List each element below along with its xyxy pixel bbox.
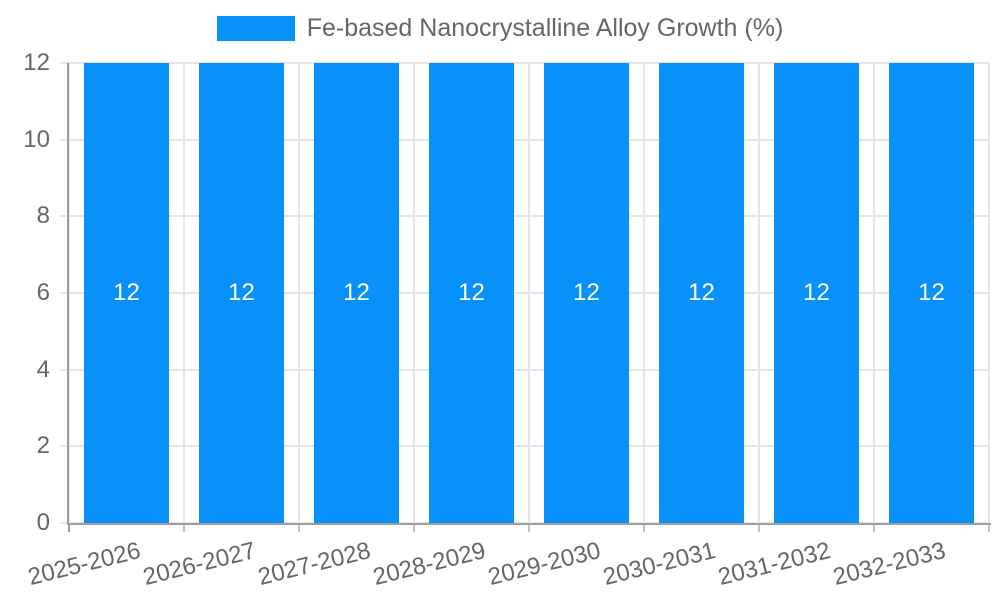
x-gridline [413,63,415,523]
x-gridline [298,63,300,523]
legend-swatch [216,16,295,41]
x-tick-label: 2031-2032 [715,537,834,591]
y-tick-mark [60,138,69,141]
y-tick-mark [60,292,69,294]
x-tick-label: 2028-2029 [370,537,489,591]
x-gridline [183,63,185,523]
y-axis-border [67,63,69,525]
x-tick-label: 2029-2030 [485,537,604,591]
bar [889,63,974,523]
bar-value-label: 12 [228,279,255,306]
bar-value-label: 12 [918,279,945,306]
legend-label: Fe-based Nanocrystalline Alloy Growth (%… [306,14,784,42]
x-tick-mark [643,523,645,532]
x-tick-mark [413,523,415,532]
y-tick-mark [60,522,69,524]
x-tick-label: 2026-2027 [140,537,259,591]
bar-value-label: 12 [803,279,830,306]
bar [659,63,744,523]
bar-value-label: 12 [573,279,600,306]
y-tick-label: 8 [36,202,50,230]
bar-value-label: 12 [343,279,370,306]
x-gridline [873,63,875,523]
bar [314,63,399,523]
bar-value-label: 12 [113,279,140,306]
x-tick-mark [528,523,530,532]
x-tick-label: 2027-2028 [255,537,374,591]
x-tick-mark [68,523,70,532]
y-tick-label: 10 [23,125,50,153]
y-tick-mark [60,368,69,371]
bar-value-label: 12 [688,279,715,306]
y-tick-label: 6 [36,279,50,306]
x-tick-mark [873,523,875,532]
y-tick-mark [60,445,69,448]
x-axis-border [67,523,991,525]
legend[interactable]: Fe-based Nanocrystalline Alloy Growth (%… [0,14,1000,43]
x-tick-mark [298,523,300,532]
x-gridline [643,63,645,523]
x-gridline [988,63,990,523]
x-tick-label: 2032-2033 [830,537,949,591]
bar [199,63,284,523]
x-tick-mark [758,523,760,532]
x-gridline [528,63,530,523]
x-tick-mark [988,523,990,532]
x-gridline [758,63,760,523]
bar [774,63,859,523]
y-tick-mark [60,215,69,218]
x-tick-mark [183,523,185,532]
y-tick-mark [60,62,69,64]
bar [84,63,169,523]
x-tick-label: 2030-2031 [600,537,719,591]
x-tick-label: 2025-2026 [25,537,144,591]
y-tick-label: 12 [23,49,50,76]
bar [429,63,514,523]
x-gridline [68,63,70,523]
bar [544,63,629,523]
bar-value-label: 12 [458,279,485,306]
y-tick-label: 4 [36,355,50,383]
y-tick-label: 0 [36,509,50,536]
y-tick-label: 2 [36,432,50,460]
